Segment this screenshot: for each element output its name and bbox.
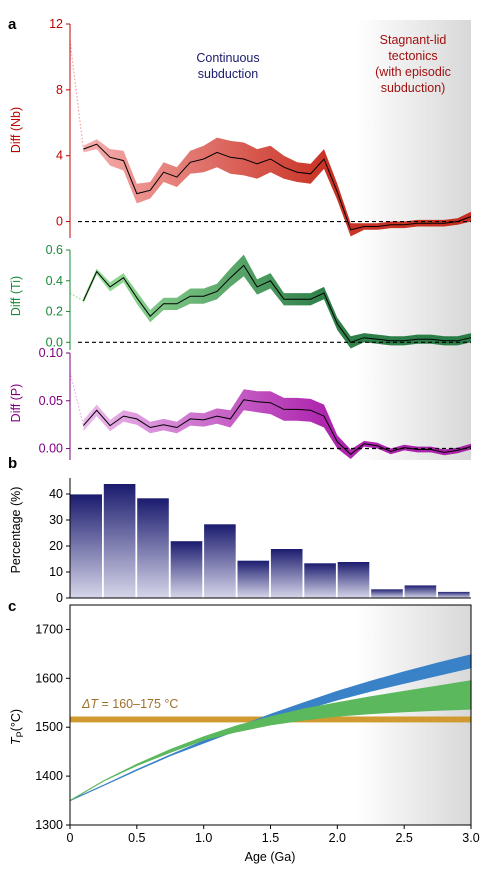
- y-tick-label: 1500: [35, 720, 63, 734]
- stagnant-line-1: Stagnant-lid: [380, 33, 447, 47]
- histogram-bar: [203, 523, 237, 599]
- x-tick-label: 1.0: [195, 831, 212, 845]
- x-tick-label: 3.0: [462, 831, 479, 845]
- subplot-ti: 0.0 0.2 0.4 0.6 Diff (Ti): [9, 243, 472, 350]
- y-tick-label: 1600: [35, 671, 63, 685]
- continuous-line-2: subduction: [198, 67, 259, 81]
- subplot-p: 0.00 0.05 0.10 Diff (P): [9, 346, 472, 460]
- y-tick-label: 1700: [35, 622, 63, 636]
- y-tick-label: 0.05: [39, 394, 63, 408]
- histogram-bar: [370, 588, 404, 599]
- histogram-bar: [336, 561, 371, 599]
- x-tick-label: 2.0: [329, 831, 346, 845]
- y-tick-label: 8: [56, 83, 63, 97]
- y-tick-label: 0.0: [46, 335, 63, 349]
- y-axis-label: Percentage (%): [9, 487, 23, 574]
- y-tick-label: 0.2: [46, 305, 63, 319]
- stagnant-shade-lower: [356, 605, 471, 825]
- y-axis-label: Diff (P): [9, 384, 23, 423]
- panel-label-a: a: [8, 16, 17, 33]
- y-tick-label: 4: [56, 149, 63, 163]
- series-line: [83, 143, 472, 231]
- y-tick-label: 0.00: [39, 442, 63, 456]
- stagnant-lid-label: Stagnant-lid tectonics (with episodic su…: [375, 33, 451, 95]
- stagnant-line-4: subduction): [381, 81, 446, 95]
- ylabel-main: T: [9, 736, 23, 745]
- y-tick-label: 1300: [35, 818, 63, 832]
- continuous-subduction-label: Continuous subduction: [196, 51, 259, 81]
- delta-t-value: = 160–175 °C: [98, 697, 178, 711]
- histogram-bar: [403, 584, 438, 599]
- y-tick-label: 30: [49, 513, 63, 527]
- panel-b-histogram: 0 10 20 30 40 Percentage (%): [9, 478, 471, 605]
- panel-c-temperature: 1300 1400 1500 1600 1700 0 0.5 1.0 1.5 2.0 2.5 3.0: [35, 597, 480, 845]
- dotted-extrapolation: [69, 292, 84, 302]
- histogram-bar: [236, 559, 270, 599]
- panel-label-c: c: [8, 598, 16, 615]
- panel-c-ylabel: TP(°C): [9, 709, 25, 745]
- stagnant-line-2: tectonics: [388, 49, 437, 63]
- series-line: [83, 399, 472, 455]
- y-tick-label: 40: [49, 487, 63, 501]
- x-tick-label: 0.5: [128, 831, 145, 845]
- ylabel-unit: (°C): [9, 709, 23, 731]
- series-line: [82, 264, 472, 343]
- y-tick-label: 0: [56, 591, 63, 605]
- y-tick-label: 0.6: [46, 243, 63, 257]
- histogram-bar: [303, 562, 337, 599]
- stagnant-shade-upper: [356, 20, 471, 460]
- histogram-bar: [437, 591, 471, 599]
- y-tick-label: 0: [56, 215, 63, 229]
- subplot-nb: 0 4 8 12 Diff (Nb): [9, 17, 472, 238]
- y-tick-label: 20: [49, 539, 63, 553]
- histogram-bar: [136, 497, 170, 599]
- y-axis-label: Diff (Ti): [9, 276, 23, 316]
- dotted-extrapolation: [69, 40, 84, 150]
- histogram-bar: [103, 483, 137, 599]
- y-tick-label: 0.4: [46, 274, 63, 288]
- ylabel-sub: P: [15, 731, 25, 737]
- y-axis-label: Diff (Nb): [9, 107, 23, 153]
- histogram-bar: [169, 540, 204, 599]
- panel-label-b: b: [8, 455, 17, 472]
- histogram-bar: [69, 493, 103, 599]
- x-tick-label: 0: [67, 831, 74, 845]
- x-tick-label: 2.5: [395, 831, 412, 845]
- x-tick-label: 1.5: [262, 831, 279, 845]
- y-tick-label: 1400: [35, 769, 63, 783]
- stagnant-line-3: (with episodic: [375, 65, 451, 79]
- dotted-extrapolation: [69, 371, 84, 426]
- delta-t-symbol: ΔT: [81, 697, 99, 711]
- continuous-line-1: Continuous: [196, 51, 259, 65]
- uncertainty-band: [83, 389, 472, 459]
- y-tick-label: 10: [49, 565, 63, 579]
- delta-t-label: ΔT = 160–175 °C: [81, 697, 178, 711]
- x-axis-label: Age (Ga): [245, 850, 296, 864]
- histogram-bar: [270, 548, 304, 599]
- y-tick-label: 0.10: [39, 346, 63, 360]
- uncertainty-band: [83, 137, 472, 237]
- y-tick-label: 12: [49, 17, 63, 31]
